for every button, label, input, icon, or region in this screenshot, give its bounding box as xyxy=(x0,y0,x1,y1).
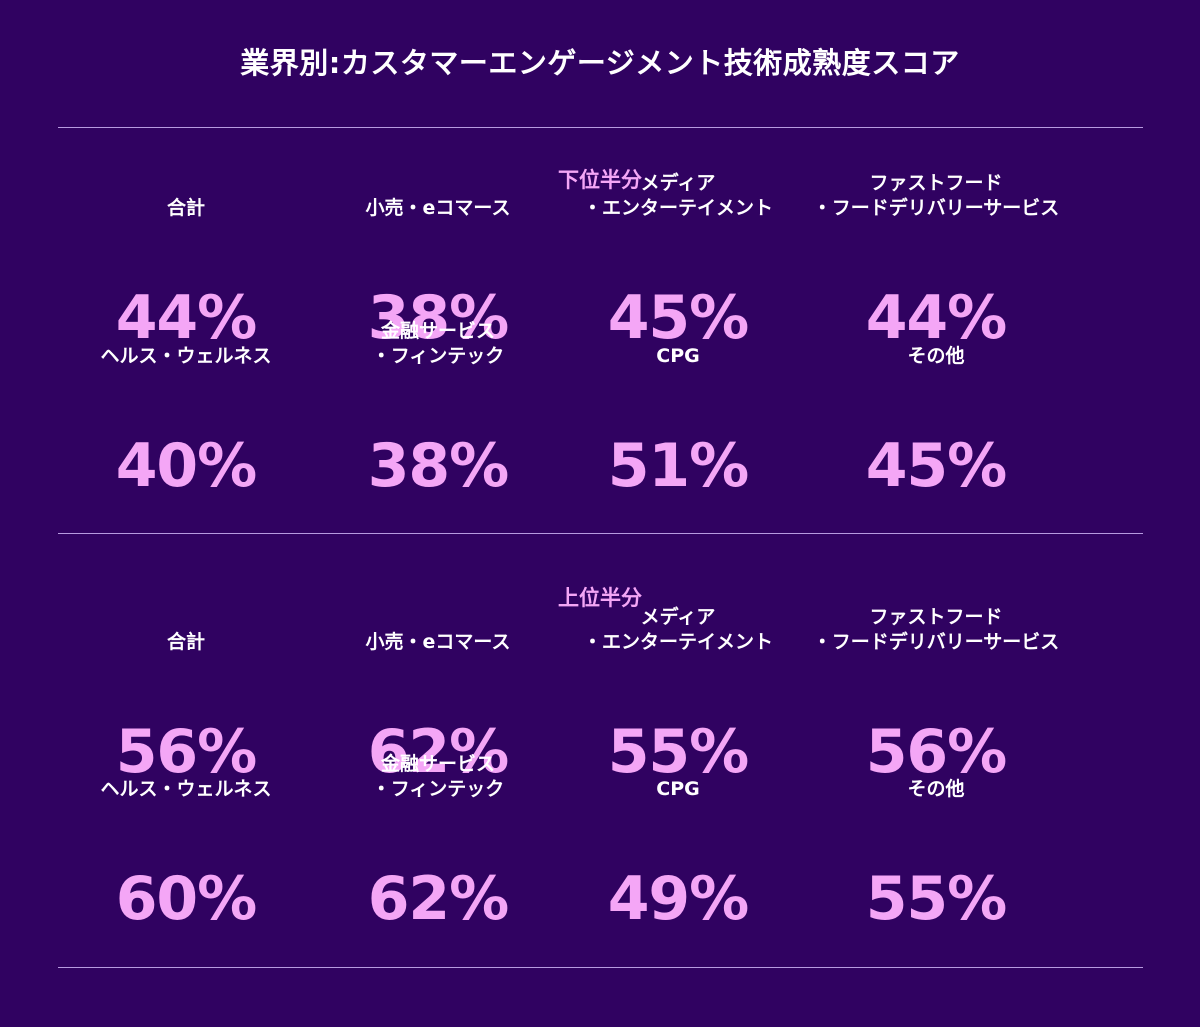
metric-value: 60% xyxy=(115,864,258,934)
metric-label: メディア ・エンターテイメント xyxy=(582,172,773,219)
metric-value: 45% xyxy=(865,431,1008,501)
metric-label: メディア ・エンターテイメント xyxy=(582,606,773,653)
metric-label: 金融サービス ・フィンテック xyxy=(371,320,505,367)
metric-value: 45% xyxy=(607,283,750,353)
section-label-top-half: 上位半分 xyxy=(558,586,642,610)
metric-label: その他 xyxy=(907,345,965,367)
metric-value: 55% xyxy=(607,717,750,787)
metric-label: 合計 xyxy=(166,197,205,219)
metric-label: CPG xyxy=(656,345,700,367)
metric-value: 44% xyxy=(115,283,258,353)
metric-value: 44% xyxy=(865,283,1008,353)
metric-label: その他 xyxy=(907,778,965,800)
metric-value: 49% xyxy=(607,864,750,934)
metric-label: ファストフード ・フードデリバリーサービス xyxy=(812,606,1060,653)
metric-label: ヘルス・ウェルネス xyxy=(100,778,272,800)
metric-value: 51% xyxy=(607,431,750,501)
divider-bottom xyxy=(58,967,1143,968)
metric-value: 38% xyxy=(367,283,510,353)
metric-value: 62% xyxy=(367,864,510,934)
metric-label: 小売・eコマース xyxy=(365,631,511,653)
metric-label: 合計 xyxy=(166,631,205,653)
metric-value: 38% xyxy=(367,431,510,501)
metric-label: ヘルス・ウェルネス xyxy=(100,345,272,367)
metric-value: 62% xyxy=(367,717,510,787)
metric-value: 40% xyxy=(115,431,258,501)
divider-middle xyxy=(58,533,1143,534)
section-label-bottom-half: 下位半分 xyxy=(558,168,642,192)
chart-title: 業界別:カスタマーエンゲージメント技術成熟度スコア xyxy=(240,46,960,80)
metric-label: ファストフード ・フードデリバリーサービス xyxy=(812,172,1060,219)
metric-value: 56% xyxy=(865,717,1008,787)
metric-value: 55% xyxy=(865,864,1008,934)
divider-top xyxy=(58,127,1143,128)
metric-label: 金融サービス ・フィンテック xyxy=(371,753,505,800)
metric-label: 小売・eコマース xyxy=(365,197,511,219)
metric-value: 56% xyxy=(115,717,258,787)
metric-label: CPG xyxy=(656,778,700,800)
